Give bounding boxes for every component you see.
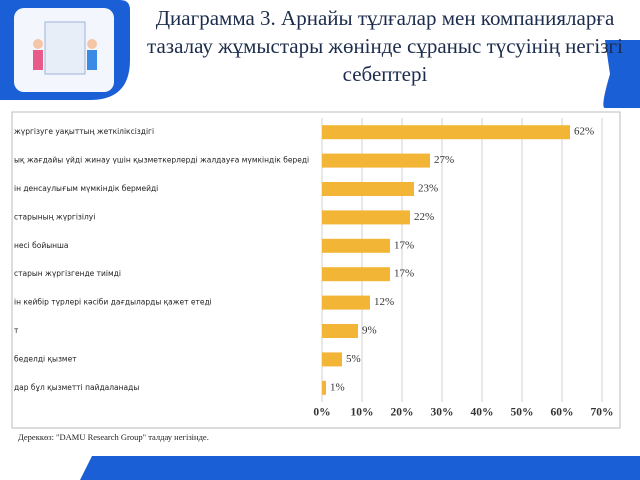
y-tick-label: ін денсаулығым мүмкіндік бермейді — [14, 184, 158, 193]
bar — [322, 295, 370, 310]
source-note: Дереккөз: "DAMU Research Group" талдау н… — [18, 432, 209, 442]
illustration-document — [44, 21, 86, 75]
value-label: 22% — [414, 211, 434, 223]
value-label: 12% — [374, 296, 394, 308]
x-tick-label: 10% — [351, 407, 374, 419]
x-tick-label: 30% — [431, 407, 454, 419]
y-tick-label: т — [14, 326, 19, 335]
bar — [322, 210, 410, 225]
y-tick-label: беделді қызмет — [14, 354, 77, 363]
y-tick-label: ық жағдайы үйді жинау үшін қызметкерлерд… — [14, 156, 309, 165]
value-label: 17% — [394, 239, 414, 251]
value-label: 62% — [574, 126, 594, 138]
y-tick-label: старының жүргізілуі — [14, 212, 95, 221]
illustration-person — [33, 50, 43, 70]
x-tick-label: 50% — [511, 407, 534, 419]
chart-title: себептері — [343, 62, 428, 86]
x-tick-label: 70% — [591, 407, 614, 419]
value-label: 9% — [362, 325, 377, 337]
y-tick-label: ін кейбір түрлері кәсіби дағдыларды қаже… — [14, 298, 212, 307]
bar — [322, 238, 390, 253]
illustration-person — [33, 39, 43, 49]
bar — [322, 267, 390, 282]
bar — [322, 182, 414, 196]
x-tick-label: 60% — [551, 407, 574, 419]
illustration-person — [87, 50, 97, 70]
value-label: 23% — [418, 183, 438, 195]
value-label: 17% — [394, 268, 414, 280]
chart-title: Диаграмма 3. Арнайы тұлғалар мен компани… — [156, 6, 615, 30]
y-tick-label: дар бұл қызметті пайдаланады — [14, 383, 139, 392]
illustration-person — [87, 39, 97, 49]
y-tick-label: несі бойынша — [14, 241, 68, 250]
x-tick-label: 20% — [391, 407, 414, 419]
chart-title: тазалау жұмыстары жөнінде сұраныс түсуін… — [147, 34, 623, 58]
value-label: 1% — [330, 381, 345, 393]
bar — [322, 380, 326, 395]
y-tick-label: старын жүргізгенде тиімді — [14, 269, 121, 278]
bar — [322, 324, 358, 338]
bar — [322, 352, 342, 367]
value-label: 5% — [346, 353, 361, 365]
bar — [322, 153, 430, 168]
bottom-strip — [80, 456, 640, 480]
value-label: 27% — [434, 154, 454, 166]
chart-frame — [11, 111, 621, 429]
bar — [322, 125, 570, 140]
x-tick-label: 40% — [471, 407, 494, 419]
x-tick-label: 0% — [313, 407, 330, 419]
y-tick-label: жүргізуге уақыттың жеткіліксіздігі — [14, 127, 154, 136]
side-decoration — [603, 40, 640, 108]
